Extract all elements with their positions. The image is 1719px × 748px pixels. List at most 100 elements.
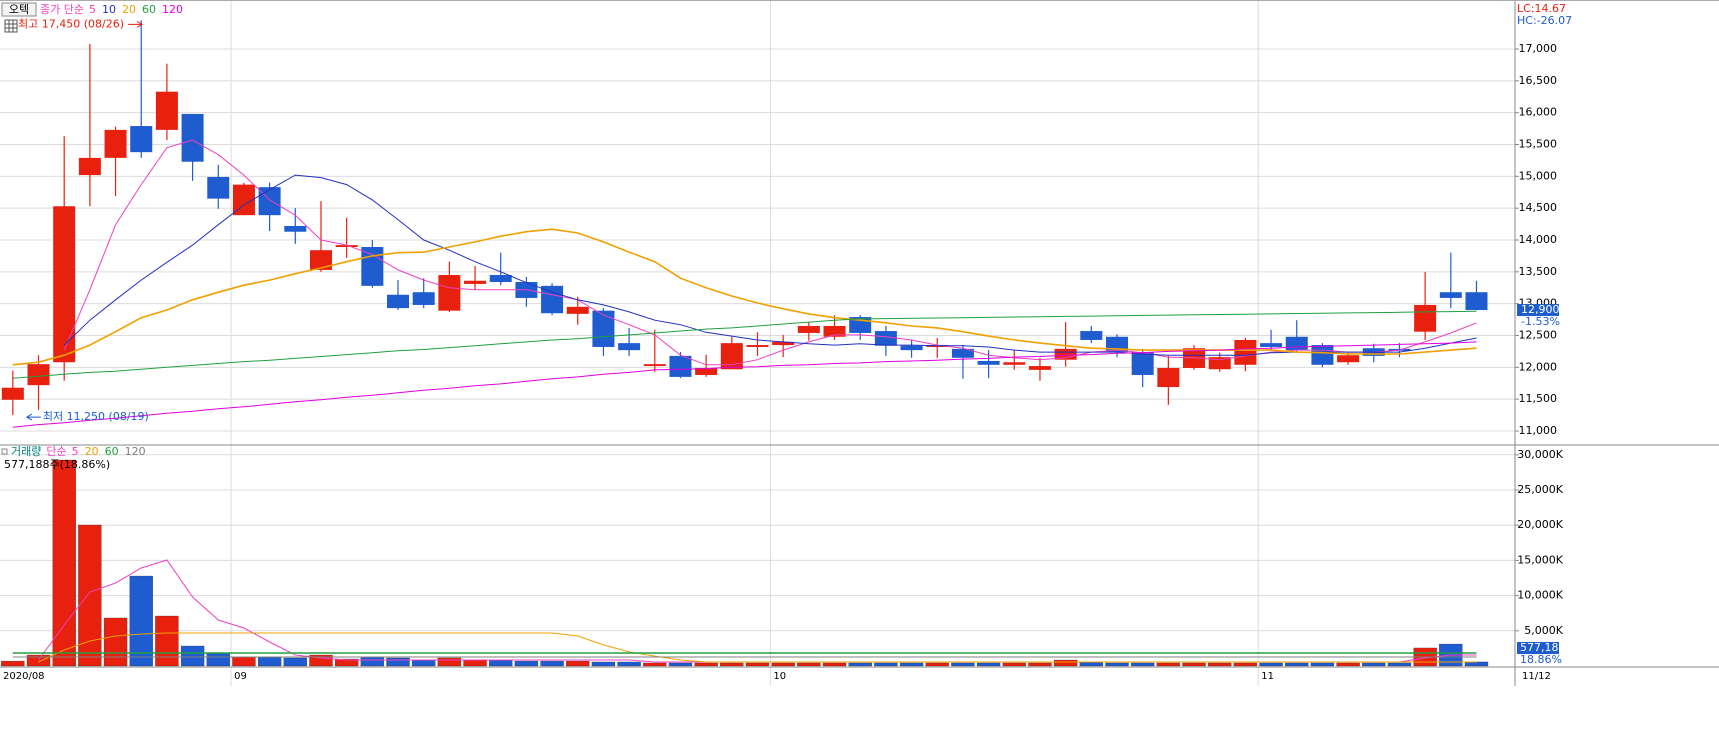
legend-entry: 10 — [102, 3, 116, 16]
candle-body — [1003, 362, 1026, 365]
volume-bar — [745, 662, 770, 667]
candle-body — [155, 91, 178, 130]
candle-body — [1157, 367, 1180, 388]
volume-bar — [1, 660, 25, 667]
volume-bar — [694, 662, 718, 667]
volume-bar — [797, 662, 821, 667]
legend-entry: 20 — [85, 445, 99, 458]
volume-bar — [1182, 662, 1206, 667]
y-tick-label: 20,000K — [1517, 518, 1563, 531]
volume-bar — [52, 459, 76, 667]
current-price-box — [1517, 304, 1559, 317]
volume-bar — [951, 662, 975, 667]
legend-prefix: 종가 단순 — [40, 3, 84, 16]
low-note: 최저 11,250 (08/19) — [43, 410, 149, 423]
candle-body — [1, 387, 24, 400]
volume-bar — [26, 654, 51, 667]
candle-body — [977, 360, 1000, 365]
candle-body — [207, 176, 230, 199]
volume-bar — [899, 662, 924, 667]
x-tick-label: 10 — [773, 671, 786, 682]
volume-bar — [874, 662, 898, 667]
volume-current: 577,188 — [1520, 641, 1566, 654]
volume-bar — [309, 654, 333, 667]
volume-bar — [771, 662, 795, 667]
volume-bar — [1310, 662, 1335, 667]
volume-bar — [180, 645, 205, 667]
candle-body — [951, 348, 974, 358]
y-tick-label: 25,000K — [1517, 483, 1563, 496]
candle-body — [1208, 357, 1231, 370]
candle-body — [464, 280, 487, 284]
candle-body — [412, 292, 435, 305]
ma-line — [38, 632, 1477, 663]
y-tick-label: 14,000 — [1519, 233, 1558, 246]
volume-bar — [1233, 662, 1258, 667]
legend-entry: 60 — [142, 3, 156, 16]
candle-body — [669, 355, 692, 377]
volume-bar — [437, 657, 462, 667]
current-change: -1.53% — [1521, 315, 1560, 328]
candle-body — [1028, 366, 1051, 370]
stock-box[interactable] — [1, 2, 37, 17]
volume-bar — [617, 661, 641, 667]
legend-entry: 120 — [125, 445, 146, 458]
candle-body — [335, 245, 358, 248]
volume-bar — [1464, 661, 1489, 667]
volume-bar — [1028, 662, 1052, 667]
stock-name: 오텍 — [9, 3, 29, 16]
volume-bar — [489, 659, 513, 667]
y-tick-label: 15,000 — [1519, 169, 1558, 182]
candle-body — [258, 187, 281, 216]
volume-change: 18.86% — [1520, 653, 1562, 666]
x-tick-label: 09 — [234, 671, 247, 682]
volume-bar — [129, 575, 153, 667]
candle-body — [361, 247, 384, 286]
high-note: 최고 17,450 (08/26) — [18, 17, 124, 30]
candle-body — [1285, 336, 1308, 351]
y-tick-label: 11,000 — [1519, 424, 1558, 437]
y-tick-label: 10,000K — [1517, 589, 1563, 602]
candle-body — [1260, 343, 1283, 347]
volume-bar — [925, 662, 949, 667]
legend-title: 거래량 — [11, 445, 41, 458]
candle-body — [1439, 292, 1462, 298]
candle-body — [181, 113, 204, 162]
table-icon[interactable] — [4, 19, 18, 33]
volume-bar — [1285, 662, 1309, 667]
y-tick-label: 12,500 — [1519, 329, 1558, 342]
volume-bar — [78, 524, 102, 667]
y-tick-label: 16,500 — [1519, 74, 1558, 87]
candle-body — [27, 364, 50, 386]
current-price: 12,900 — [1521, 303, 1560, 316]
candle-body — [130, 126, 153, 153]
volume-bar — [1387, 662, 1412, 667]
candle-body — [823, 325, 846, 337]
lc-note: LC:14.67 — [1517, 2, 1566, 15]
volume-current-box — [1517, 642, 1559, 654]
y-tick-label: 16,000 — [1519, 106, 1558, 119]
volume-marker — [1, 448, 8, 455]
candle-body — [695, 367, 718, 375]
candle-body — [746, 345, 769, 347]
y-tick-label: 17,000 — [1519, 42, 1558, 55]
candle-body — [1080, 331, 1103, 340]
volume-bar — [386, 657, 410, 667]
candle-body — [232, 184, 255, 216]
volume-bar — [463, 659, 487, 667]
legend-prefix: 단순 — [46, 445, 66, 458]
volume-bar — [360, 656, 384, 667]
candle-body — [309, 250, 332, 270]
legend-entry: 120 — [162, 3, 183, 16]
y-tick-label: 30,000K — [1517, 448, 1563, 461]
candle-body — [1234, 339, 1257, 365]
x-tick-label: 11/12 — [1522, 671, 1551, 682]
ma-line — [12, 310, 1477, 379]
volume-bar — [1079, 661, 1103, 667]
y-tick-label: 11,500 — [1519, 392, 1558, 405]
candle-body — [772, 341, 795, 346]
candle-body — [566, 306, 589, 314]
